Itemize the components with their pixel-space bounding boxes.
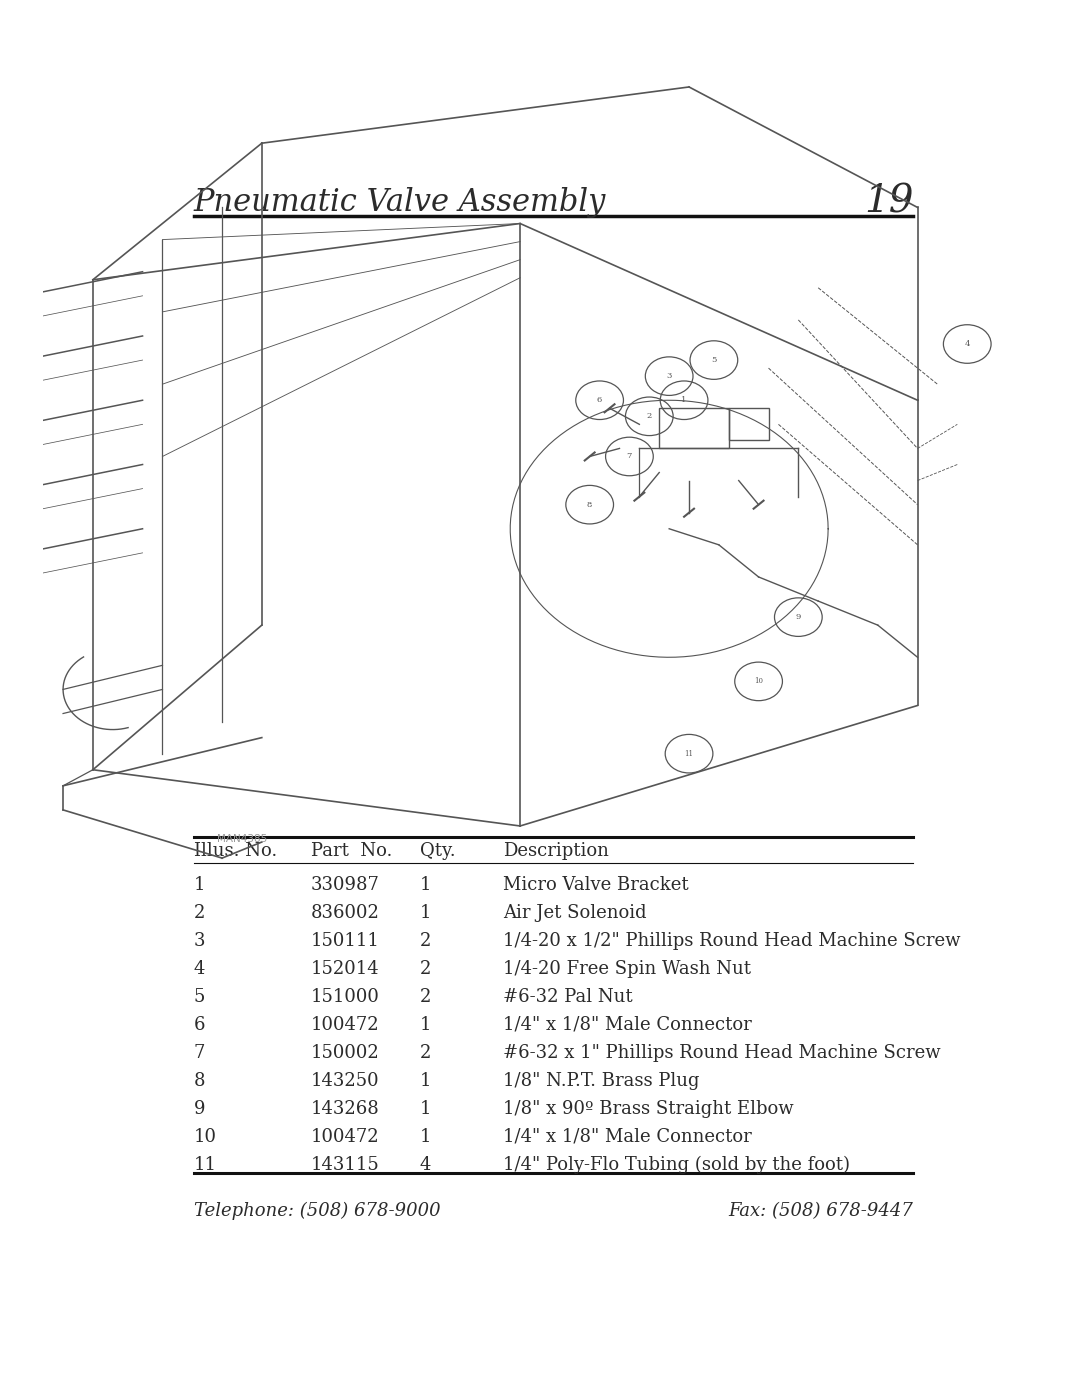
Text: 2: 2: [420, 932, 431, 950]
Text: 5: 5: [193, 988, 205, 1006]
Text: 3: 3: [193, 932, 205, 950]
Text: 10: 10: [193, 1127, 217, 1146]
Text: 11: 11: [193, 1155, 217, 1173]
Text: 150002: 150002: [311, 1044, 379, 1062]
Text: 1/4" x 1/8" Male Connector: 1/4" x 1/8" Male Connector: [503, 1127, 752, 1146]
Text: 143115: 143115: [311, 1155, 379, 1173]
Text: 1: 1: [420, 876, 431, 894]
Text: 1: 1: [681, 397, 687, 404]
Text: 836002: 836002: [311, 904, 380, 922]
Text: 6: 6: [597, 397, 603, 404]
Text: 2: 2: [647, 412, 652, 420]
Text: 10: 10: [754, 678, 764, 686]
Text: 151000: 151000: [311, 988, 380, 1006]
Text: 1: 1: [193, 876, 205, 894]
Text: 8: 8: [588, 500, 592, 509]
Text: 19: 19: [864, 183, 914, 221]
Text: 1/4-20 x 1/2" Phillips Round Head Machine Screw: 1/4-20 x 1/2" Phillips Round Head Machin…: [503, 932, 961, 950]
Text: 7: 7: [626, 453, 632, 461]
Text: 100472: 100472: [311, 1016, 379, 1034]
Text: 1: 1: [420, 1071, 431, 1090]
Text: 2: 2: [420, 988, 431, 1006]
Text: Part  No.: Part No.: [311, 842, 392, 859]
Text: 2: 2: [420, 960, 431, 978]
Text: Telephone: (508) 678-9000: Telephone: (508) 678-9000: [193, 1201, 441, 1220]
Text: Description: Description: [503, 842, 609, 859]
Text: 1/4-20 Free Spin Wash Nut: 1/4-20 Free Spin Wash Nut: [503, 960, 752, 978]
Text: 4: 4: [964, 339, 970, 348]
Text: 7: 7: [193, 1044, 205, 1062]
Text: 1/8" x 90º Brass Straight Elbow: 1/8" x 90º Brass Straight Elbow: [503, 1099, 794, 1118]
Text: Pneumatic Valve Assembly: Pneumatic Valve Assembly: [193, 187, 606, 218]
Text: 152014: 152014: [311, 960, 379, 978]
Text: 6: 6: [193, 1016, 205, 1034]
Text: 143268: 143268: [311, 1099, 379, 1118]
Text: 330987: 330987: [311, 876, 380, 894]
Text: Qty.: Qty.: [420, 842, 455, 859]
Text: 1: 1: [420, 1099, 431, 1118]
Text: 4: 4: [420, 1155, 431, 1173]
Text: #6-32 Pal Nut: #6-32 Pal Nut: [503, 988, 633, 1006]
Text: Fax: (508) 678-9447: Fax: (508) 678-9447: [729, 1201, 914, 1220]
Text: 2: 2: [193, 904, 205, 922]
Text: 1: 1: [420, 904, 431, 922]
Text: 2: 2: [420, 1044, 431, 1062]
Text: #6-32 x 1" Phillips Round Head Machine Screw: #6-32 x 1" Phillips Round Head Machine S…: [503, 1044, 941, 1062]
Text: 1/8" N.P.T. Brass Plug: 1/8" N.P.T. Brass Plug: [503, 1071, 700, 1090]
Text: 150111: 150111: [311, 932, 380, 950]
Text: 11: 11: [685, 750, 693, 757]
Bar: [729, 408, 769, 440]
Text: 9: 9: [193, 1099, 205, 1118]
Text: 8: 8: [193, 1071, 205, 1090]
Text: 1: 1: [420, 1016, 431, 1034]
Text: Illus. No.: Illus. No.: [193, 842, 276, 859]
Text: 3: 3: [666, 372, 672, 380]
Text: 1/4" Poly-Flo Tubing (sold by the foot): 1/4" Poly-Flo Tubing (sold by the foot): [503, 1155, 850, 1173]
Text: 143250: 143250: [311, 1071, 379, 1090]
Text: Micro Valve Bracket: Micro Valve Bracket: [503, 876, 689, 894]
Text: Air Jet Solenoid: Air Jet Solenoid: [503, 904, 647, 922]
Text: 4: 4: [193, 960, 205, 978]
Text: 100472: 100472: [311, 1127, 379, 1146]
Text: 1/4" x 1/8" Male Connector: 1/4" x 1/8" Male Connector: [503, 1016, 752, 1034]
Text: MAN4385: MAN4385: [217, 834, 267, 844]
Text: 9: 9: [796, 613, 801, 622]
Bar: [659, 408, 729, 448]
Text: 1: 1: [420, 1127, 431, 1146]
Text: 5: 5: [712, 356, 716, 365]
